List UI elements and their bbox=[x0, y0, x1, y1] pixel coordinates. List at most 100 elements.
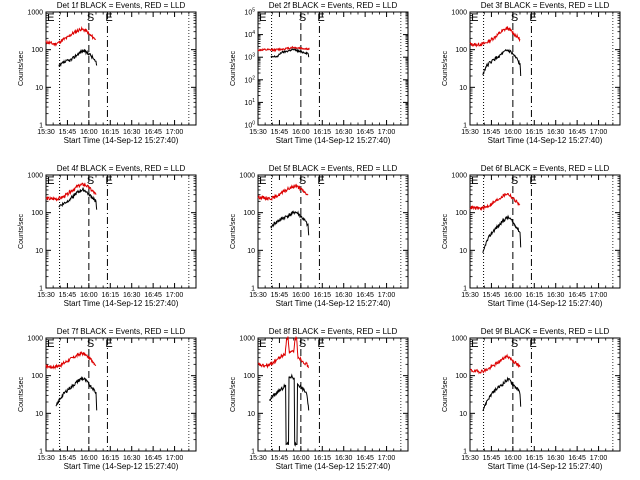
marker-label: E bbox=[105, 12, 112, 24]
marker-label: S bbox=[511, 175, 518, 187]
plot-frame bbox=[45, 337, 197, 452]
x-tick-label: 16:00 bbox=[292, 455, 310, 462]
y-tick-label: 1 bbox=[463, 286, 467, 293]
y-tick-label: 100 bbox=[243, 373, 255, 380]
x-tick-label: 16:15 bbox=[526, 292, 544, 299]
x-tick-label: 16:30 bbox=[335, 129, 353, 136]
y-axis-label: Counts/sec bbox=[442, 50, 449, 86]
events-series-line bbox=[482, 48, 522, 77]
x-tick-label: 15:45 bbox=[271, 292, 289, 299]
marker-label: E bbox=[529, 338, 536, 350]
x-tick-label: 16:15 bbox=[314, 455, 332, 462]
x-tick-label: 16:15 bbox=[526, 455, 544, 462]
y-axis-label: Counts/sec bbox=[18, 213, 25, 249]
plot-frame bbox=[45, 11, 197, 126]
y-tick-label: 1000 bbox=[27, 10, 43, 17]
y-tick-label: 103 bbox=[244, 53, 255, 62]
marker-label: E bbox=[529, 175, 536, 187]
x-tick-label: 16:45 bbox=[568, 129, 586, 136]
detector-panel: Det 5f BLACK = Events, RED = LLD 1 10 100 10… bbox=[230, 164, 409, 308]
x-axis-label: Start Time (14-Sep-12 15:27:40) bbox=[64, 136, 179, 145]
y-tick-label: 100 bbox=[244, 121, 255, 130]
x-axis-label: Start Time (14-Sep-12 15:27:40) bbox=[488, 299, 603, 308]
x-tick-label: 15:45 bbox=[483, 129, 501, 136]
x-axis-label: Start Time (14-Sep-12 15:27:40) bbox=[488, 136, 603, 145]
marker-label: E bbox=[259, 338, 266, 350]
x-tick-label: 16:45 bbox=[144, 455, 162, 462]
x-tick-label: 16:00 bbox=[292, 129, 310, 136]
y-tick-label: 101 bbox=[244, 98, 255, 107]
x-tick-label: 15:45 bbox=[271, 455, 289, 462]
events-series-line bbox=[270, 210, 310, 236]
x-tick-label: 15:45 bbox=[59, 455, 77, 462]
y-tick-label: 10 bbox=[459, 248, 467, 255]
x-tick-label: 16:45 bbox=[568, 292, 586, 299]
y-axis-label: Counts/sec bbox=[230, 376, 237, 412]
y-tick-label: 1 bbox=[39, 123, 43, 130]
y-tick-label: 1 bbox=[463, 123, 467, 130]
y-tick-label: 100 bbox=[455, 373, 467, 380]
x-tick-label: 15:30 bbox=[249, 292, 267, 299]
x-tick-label: 16:15 bbox=[102, 455, 120, 462]
lld-series-line bbox=[257, 336, 310, 369]
plot-frame bbox=[469, 11, 621, 126]
x-tick-label: 16:45 bbox=[356, 455, 374, 462]
x-tick-label: 15:30 bbox=[249, 129, 267, 136]
marker-label: E bbox=[529, 12, 536, 24]
x-tick-label: 16:00 bbox=[504, 129, 522, 136]
x-tick-label: 16:45 bbox=[356, 129, 374, 136]
x-tick-label: 16:15 bbox=[102, 129, 120, 136]
marker-label: S bbox=[87, 12, 94, 24]
y-tick-label: 104 bbox=[244, 30, 255, 39]
marker-label: S bbox=[511, 338, 518, 350]
panel-title: Det 9f BLACK = Events, RED = LLD bbox=[481, 327, 610, 336]
y-tick-label: 100 bbox=[31, 47, 43, 54]
x-tick-label: 17:00 bbox=[378, 455, 396, 462]
x-tick-label: 16:30 bbox=[547, 455, 565, 462]
x-tick-label: 16:00 bbox=[80, 129, 98, 136]
x-tick-label: 16:45 bbox=[568, 455, 586, 462]
x-tick-label: 15:30 bbox=[37, 129, 55, 136]
y-axis-label: Counts/sec bbox=[18, 50, 25, 86]
panel-title: Det 4f BLACK = Events, RED = LLD bbox=[57, 164, 186, 173]
events-series-line bbox=[55, 376, 98, 411]
y-tick-label: 100 bbox=[455, 210, 467, 217]
marker-label: E bbox=[471, 175, 478, 187]
y-tick-label: 1 bbox=[39, 449, 43, 456]
detector-panel: Det 1f BLACK = Events, RED = LLD 1 10 100 10… bbox=[18, 1, 197, 145]
x-tick-label: 15:30 bbox=[461, 455, 479, 462]
y-tick-label: 1000 bbox=[27, 336, 43, 343]
x-tick-label: 17:00 bbox=[590, 455, 608, 462]
events-series-line bbox=[268, 373, 310, 447]
x-tick-label: 16:15 bbox=[102, 292, 120, 299]
marker-label: E bbox=[47, 338, 54, 350]
marker-label: E bbox=[105, 175, 112, 187]
y-axis-label: Counts/sec bbox=[442, 213, 449, 249]
marker-label: E bbox=[317, 12, 324, 24]
detector-panel: Det 3f BLACK = Events, RED = LLD 1 10 100 10… bbox=[442, 1, 621, 145]
y-tick-label: 1 bbox=[463, 449, 467, 456]
x-tick-label: 16:30 bbox=[123, 129, 141, 136]
y-tick-label: 10 bbox=[35, 85, 43, 92]
x-tick-label: 16:15 bbox=[314, 129, 332, 136]
marker-label: E bbox=[259, 12, 266, 24]
x-tick-label: 16:00 bbox=[504, 455, 522, 462]
events-series-line bbox=[270, 48, 310, 58]
lld-series-line bbox=[469, 25, 521, 48]
x-tick-label: 16:30 bbox=[123, 292, 141, 299]
x-tick-label: 17:00 bbox=[166, 129, 184, 136]
x-tick-label: 16:30 bbox=[547, 292, 565, 299]
panel-title: Det 1f BLACK = Events, RED = LLD bbox=[57, 1, 186, 10]
x-tick-label: 15:30 bbox=[461, 292, 479, 299]
marker-label: S bbox=[299, 175, 306, 187]
x-tick-label: 16:30 bbox=[547, 129, 565, 136]
x-tick-label: 15:45 bbox=[271, 129, 289, 136]
lld-series-line bbox=[469, 353, 521, 375]
lld-series-line bbox=[45, 25, 97, 47]
panel-title: Det 5f BLACK = Events, RED = LLD bbox=[269, 164, 398, 173]
y-tick-label: 100 bbox=[31, 373, 43, 380]
x-tick-label: 17:00 bbox=[378, 129, 396, 136]
y-tick-label: 100 bbox=[31, 210, 43, 217]
y-tick-label: 100 bbox=[243, 210, 255, 217]
panel-title: Det 8f BLACK = Events, RED = LLD bbox=[269, 327, 398, 336]
